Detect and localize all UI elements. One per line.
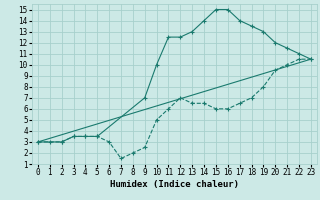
X-axis label: Humidex (Indice chaleur): Humidex (Indice chaleur) xyxy=(110,180,239,189)
